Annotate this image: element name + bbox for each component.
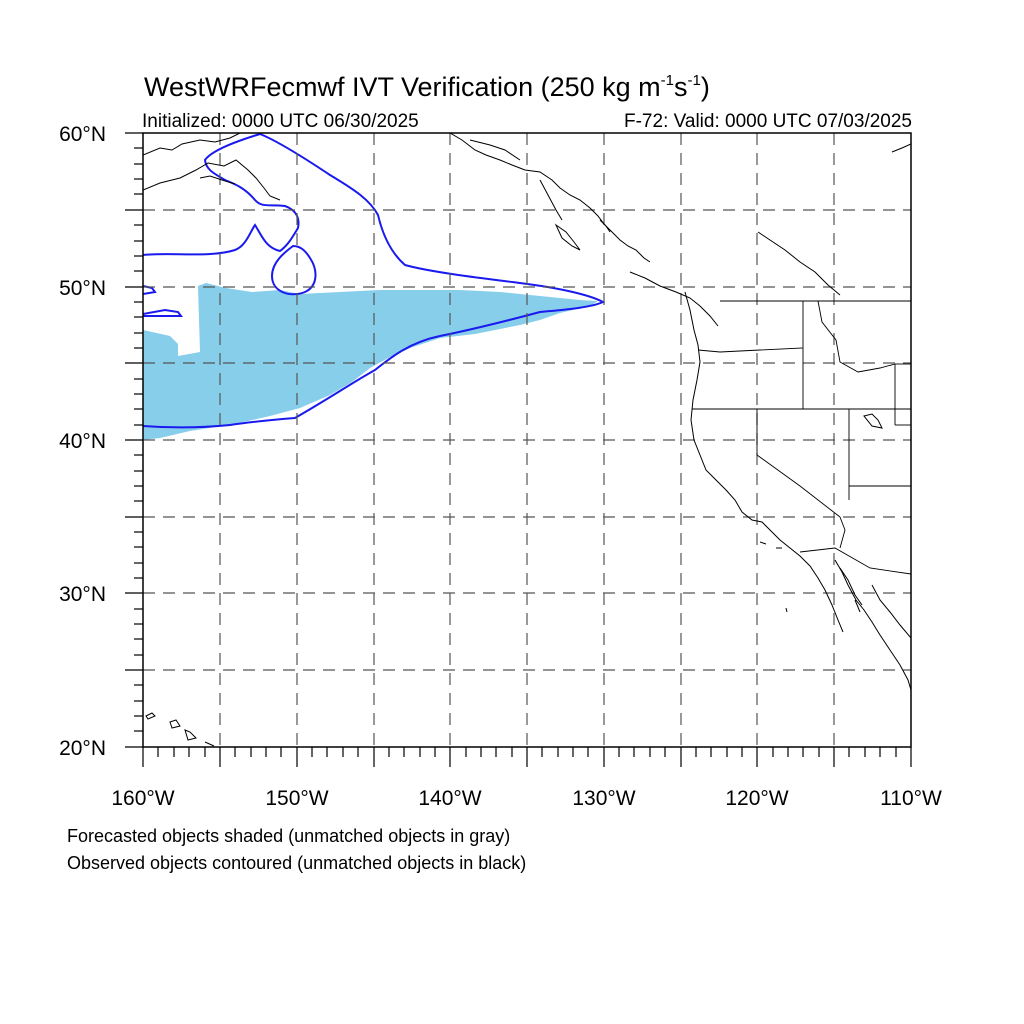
lat-label-20n: 20°N: [59, 737, 106, 760]
political-boundaries: [692, 300, 911, 575]
lat-label-60n: 60°N: [59, 123, 106, 146]
legend-note-observed: Observed objects contoured (unmatched ob…: [67, 853, 527, 873]
lon-label-150w: 150°W: [265, 787, 328, 810]
lon-label-140w: 140°W: [418, 787, 481, 810]
lat-label-50n: 50°N: [59, 277, 106, 300]
observed-object-contour-west: [143, 285, 183, 317]
legend-note-forecast: Forecasted objects shaded (unmatched obj…: [67, 826, 511, 846]
map-title: WestWRFecmwf IVT Verification (250 kg m-…: [144, 72, 710, 102]
lon-label-130w: 130°W: [572, 787, 635, 810]
lon-label-160w: 160°W: [111, 787, 174, 810]
lat-label-40n: 40°N: [59, 430, 106, 453]
initialized-time: Initialized: 0000 UTC 06/30/2025: [142, 111, 419, 132]
lat-label-30n: 30°N: [59, 583, 106, 606]
observed-object-loop: [270, 244, 317, 296]
lon-label-110w: 110°W: [880, 787, 942, 810]
coastlines: [143, 133, 911, 747]
valid-time: F-72: Valid: 0000 UTC 07/03/2025: [624, 111, 912, 132]
lon-label-120w: 120°W: [725, 787, 788, 810]
observed-object-contour: [143, 133, 606, 429]
axis-ticks: [125, 132, 912, 767]
forecast-object-shaded: [143, 283, 598, 440]
graticule: [143, 133, 911, 747]
